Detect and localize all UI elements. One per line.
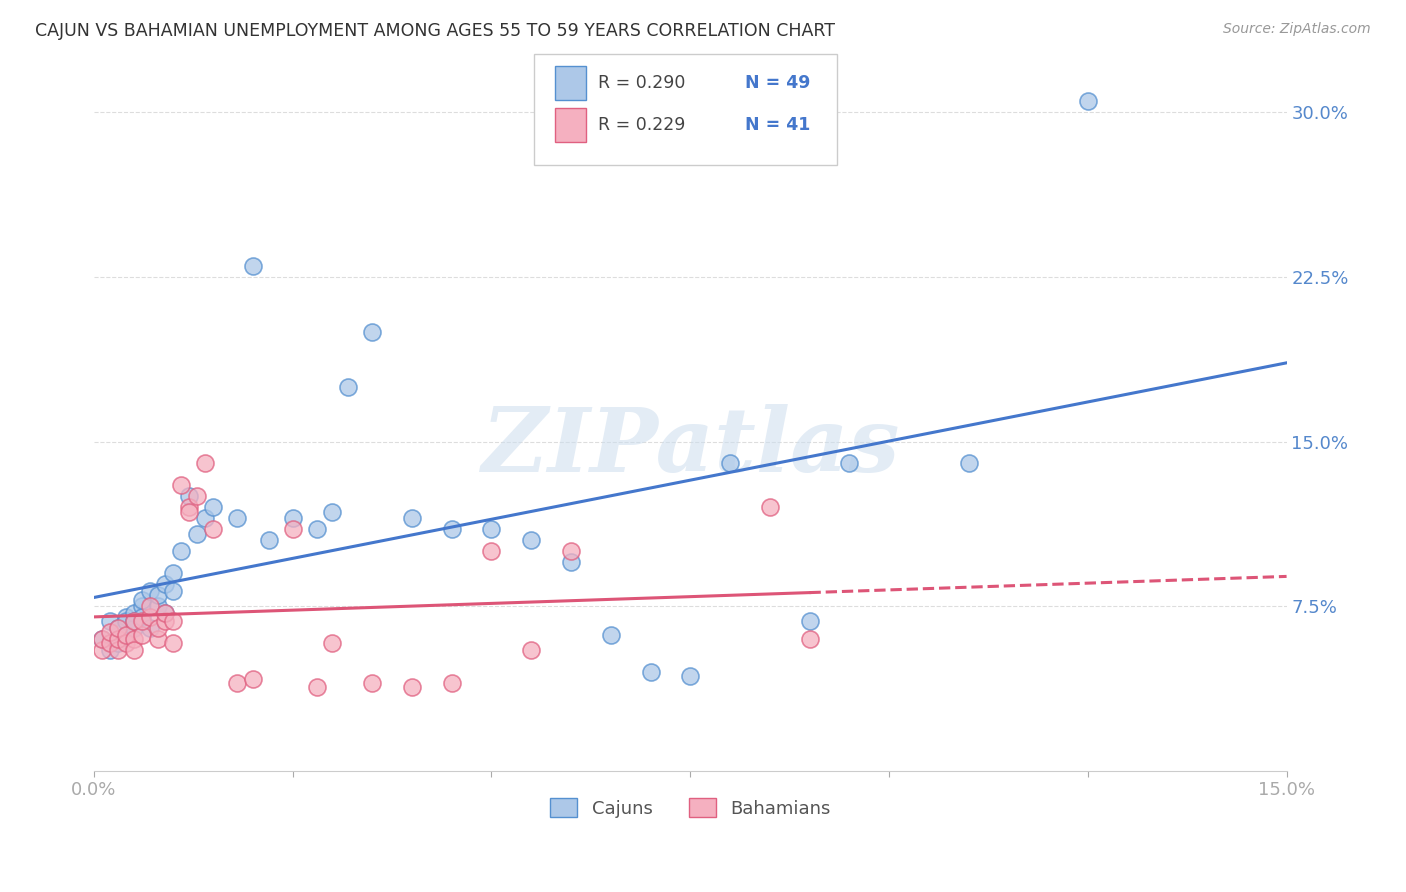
- Point: [114, 615, 136, 629]
- Point: [107, 621, 129, 635]
- Point: [122, 643, 145, 657]
- Point: [138, 583, 160, 598]
- Point: [107, 643, 129, 657]
- Point: [799, 615, 821, 629]
- Point: [131, 610, 153, 624]
- Point: [122, 621, 145, 635]
- Point: [361, 676, 384, 690]
- Point: [1077, 95, 1099, 109]
- Point: [162, 583, 184, 598]
- Point: [107, 636, 129, 650]
- Point: [281, 511, 304, 525]
- Point: [194, 511, 217, 525]
- Point: [560, 555, 582, 569]
- Point: [186, 526, 208, 541]
- Point: [321, 636, 343, 650]
- Point: [599, 627, 621, 641]
- Point: [131, 627, 153, 641]
- Point: [90, 643, 112, 657]
- Text: R = 0.290: R = 0.290: [598, 74, 685, 92]
- Point: [758, 500, 780, 515]
- Point: [98, 615, 121, 629]
- Point: [131, 592, 153, 607]
- Point: [146, 599, 169, 614]
- Point: [162, 615, 184, 629]
- Point: [122, 606, 145, 620]
- Point: [90, 632, 112, 646]
- Point: [170, 544, 193, 558]
- Point: [155, 615, 177, 629]
- Point: [679, 669, 702, 683]
- Text: R = 0.229: R = 0.229: [598, 116, 685, 134]
- Point: [226, 676, 249, 690]
- Legend: Cajuns, Bahamians: Cajuns, Bahamians: [543, 791, 838, 825]
- Point: [337, 380, 360, 394]
- Point: [122, 615, 145, 629]
- Point: [146, 632, 169, 646]
- Point: [401, 511, 423, 525]
- Point: [155, 606, 177, 620]
- Point: [131, 599, 153, 614]
- Point: [179, 500, 201, 515]
- Point: [401, 681, 423, 695]
- Point: [155, 577, 177, 591]
- Point: [361, 325, 384, 339]
- Point: [321, 505, 343, 519]
- Text: Source: ZipAtlas.com: Source: ZipAtlas.com: [1223, 22, 1371, 37]
- Text: CAJUN VS BAHAMIAN UNEMPLOYMENT AMONG AGES 55 TO 59 YEARS CORRELATION CHART: CAJUN VS BAHAMIAN UNEMPLOYMENT AMONG AGE…: [35, 22, 835, 40]
- Point: [98, 636, 121, 650]
- Point: [90, 632, 112, 646]
- Text: ZIPatlas: ZIPatlas: [482, 404, 898, 491]
- Point: [179, 490, 201, 504]
- Point: [202, 500, 225, 515]
- Point: [520, 533, 543, 548]
- Point: [170, 478, 193, 492]
- Point: [440, 676, 463, 690]
- Point: [305, 681, 328, 695]
- Point: [114, 627, 136, 641]
- Point: [202, 522, 225, 536]
- Point: [138, 599, 160, 614]
- Point: [138, 610, 160, 624]
- Point: [107, 632, 129, 646]
- Point: [107, 632, 129, 646]
- Point: [957, 457, 980, 471]
- Point: [257, 533, 280, 548]
- Point: [179, 505, 201, 519]
- Point: [186, 490, 208, 504]
- Point: [226, 511, 249, 525]
- Point: [481, 522, 503, 536]
- Point: [98, 625, 121, 640]
- Point: [146, 621, 169, 635]
- Point: [481, 544, 503, 558]
- Point: [131, 615, 153, 629]
- Point: [718, 457, 741, 471]
- Point: [281, 522, 304, 536]
- Point: [560, 544, 582, 558]
- Point: [146, 588, 169, 602]
- Point: [138, 621, 160, 635]
- Point: [122, 632, 145, 646]
- Point: [520, 643, 543, 657]
- Point: [114, 636, 136, 650]
- Point: [194, 457, 217, 471]
- Point: [640, 665, 662, 679]
- Point: [122, 615, 145, 629]
- Point: [107, 621, 129, 635]
- Point: [242, 259, 264, 273]
- Text: N = 41: N = 41: [745, 116, 810, 134]
- Point: [155, 606, 177, 620]
- Point: [305, 522, 328, 536]
- Point: [98, 643, 121, 657]
- Text: N = 49: N = 49: [745, 74, 810, 92]
- Point: [799, 632, 821, 646]
- Point: [242, 672, 264, 686]
- Point: [440, 522, 463, 536]
- Point: [838, 457, 860, 471]
- Point: [162, 566, 184, 581]
- Point: [114, 610, 136, 624]
- Point: [162, 636, 184, 650]
- Point: [114, 627, 136, 641]
